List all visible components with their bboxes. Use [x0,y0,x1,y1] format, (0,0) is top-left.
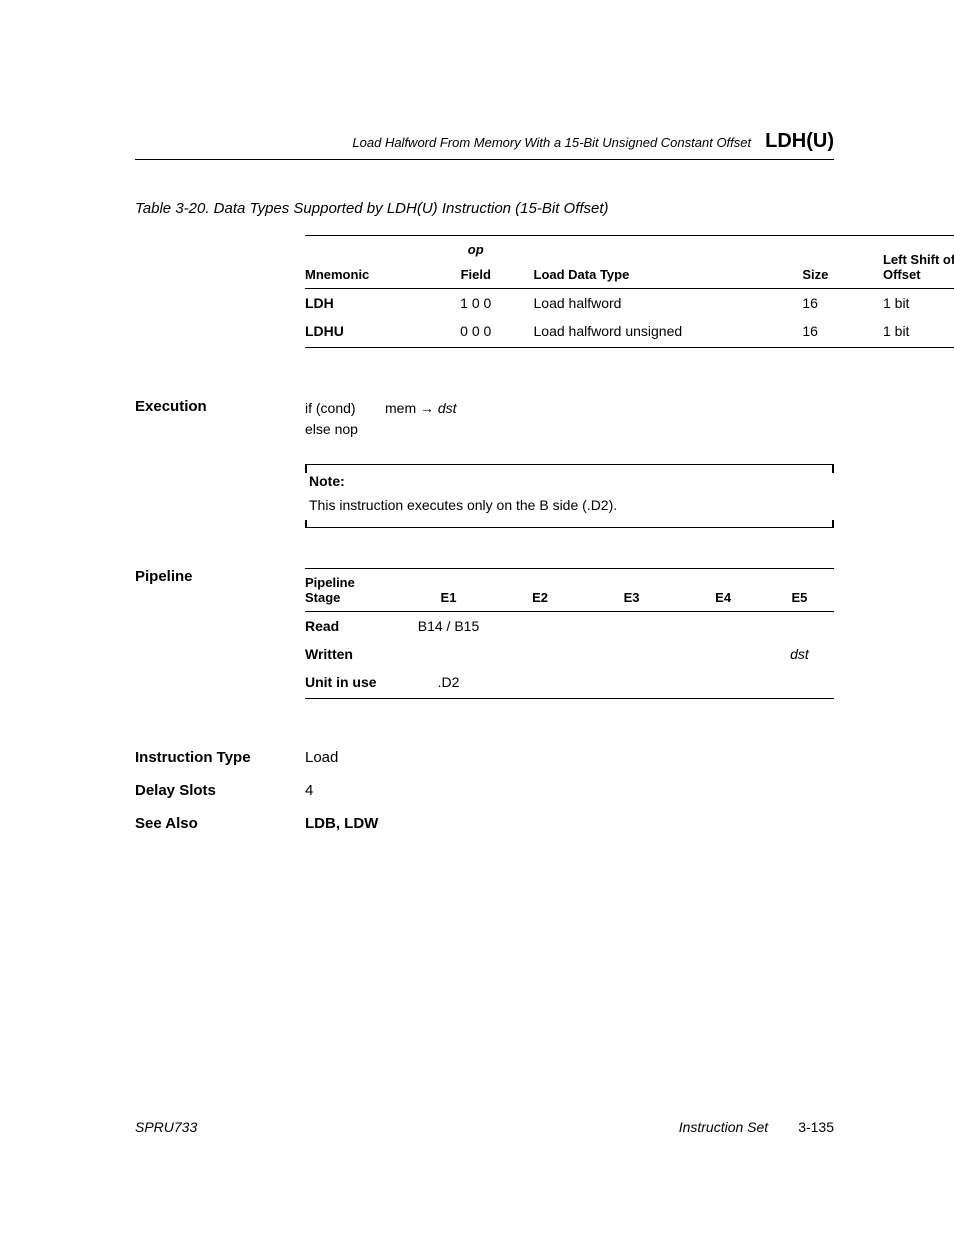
pipeline-label: Pipeline [135,568,305,699]
delay-slots-row: Delay Slots 4 [135,782,834,799]
cell-op: 0 0 0 [426,317,534,348]
exec-else: else nop [305,419,385,440]
header-mnemonic: LDH(U) [765,130,834,153]
cell-datatype: Load halfword [534,289,803,318]
table-caption: Table 3-20. Data Types Supported by LDH(… [135,200,834,217]
col-op-top: op [426,236,534,264]
footer-page-number: 3-135 [798,1119,834,1135]
footer-doc-id: SPRU733 [135,1119,197,1135]
cell-mnemonic: LDHU [305,317,426,348]
execution-body: if (cond) mem → dst else nop [305,398,834,440]
pipe-e5-header: E5 [773,569,834,612]
cell-datatype: Load halfword unsigned [534,317,803,348]
cell-shift: 1 bit [883,289,954,318]
see-also-value: LDB, LDW [305,815,378,832]
pipe-cell: .D2 [407,668,499,699]
pipe-e1-header: E1 [407,569,499,612]
pipe-stage-header: Pipeline Stage [305,569,407,612]
execution-section: Execution if (cond) mem → dst else nop N… [135,398,834,528]
pipe-cell [681,668,773,699]
table-row: Read B14 / B15 [305,612,834,641]
pipeline-section: Pipeline Pipeline Stage [135,568,834,699]
pipe-e4-header: E4 [681,569,773,612]
cell-mnemonic: LDH [305,289,426,318]
pipe-e3-header: E3 [590,569,682,612]
pipe-cell [498,640,590,668]
table-row: LDHU 0 0 0 Load halfword unsigned 16 1 b… [305,317,954,348]
instruction-type-row: Instruction Type Load [135,749,834,766]
delay-slots-value: 4 [305,782,313,799]
col-datatype: Load Data Type [534,236,803,289]
cell-op: 1 0 0 [426,289,534,318]
pipe-row-label: Written [305,640,407,668]
col-shift: Left Shift of Offset [883,236,954,289]
note-title: Note: [309,473,830,489]
footer-section: Instruction Set [679,1119,769,1135]
note-box: Note: This instruction executes only on … [305,464,834,528]
pipe-cell [773,668,834,699]
see-also-row: See Also LDB, LDW [135,815,834,832]
exec-mem-dst: mem → dst [385,398,457,419]
pipe-cell: B14 / B15 [407,612,499,641]
table-row: LDH 1 0 0 Load halfword 16 1 bit [305,289,954,318]
col-op-bottom: Field [426,263,534,289]
pipe-cell [681,612,773,641]
instruction-type-label: Instruction Type [135,749,305,766]
pipe-e2-header: E2 [498,569,590,612]
table-row: Written dst [305,640,834,668]
note-body: This instruction executes only on the B … [309,497,830,513]
pipe-row-label: Read [305,612,407,641]
execution-label: Execution [135,398,305,528]
page-footer: SPRU733 Instruction Set 3-135 [135,1119,834,1135]
pipe-cell [773,612,834,641]
col-mnemonic: Mnemonic [305,236,426,289]
cell-size: 16 [802,289,883,318]
header-description: Load Halfword From Memory With a 15-Bit … [352,135,751,150]
pipe-row-label: Unit in use [305,668,407,699]
pipe-cell [498,668,590,699]
table-row: Unit in use .D2 [305,668,834,699]
pipe-cell [681,640,773,668]
page-header: Load Halfword From Memory With a 15-Bit … [135,130,834,160]
col-size: Size [802,236,883,289]
pipeline-table: Pipeline Stage E1 E2 E3 E4 E5 Read B14 /… [305,568,834,699]
cell-shift: 1 bit [883,317,954,348]
instruction-type-value: Load [305,749,338,766]
exec-if-cond: if (cond) [305,398,385,419]
data-types-table: Mnemonic op Load Data Type Size Left Shi… [305,235,954,348]
pipe-cell: dst [773,640,834,668]
pipe-cell [590,668,682,699]
pipe-cell [590,640,682,668]
cell-size: 16 [802,317,883,348]
see-also-label: See Also [135,815,305,832]
delay-slots-label: Delay Slots [135,782,305,799]
pipe-cell [407,640,499,668]
pipe-cell [498,612,590,641]
pipe-cell [590,612,682,641]
